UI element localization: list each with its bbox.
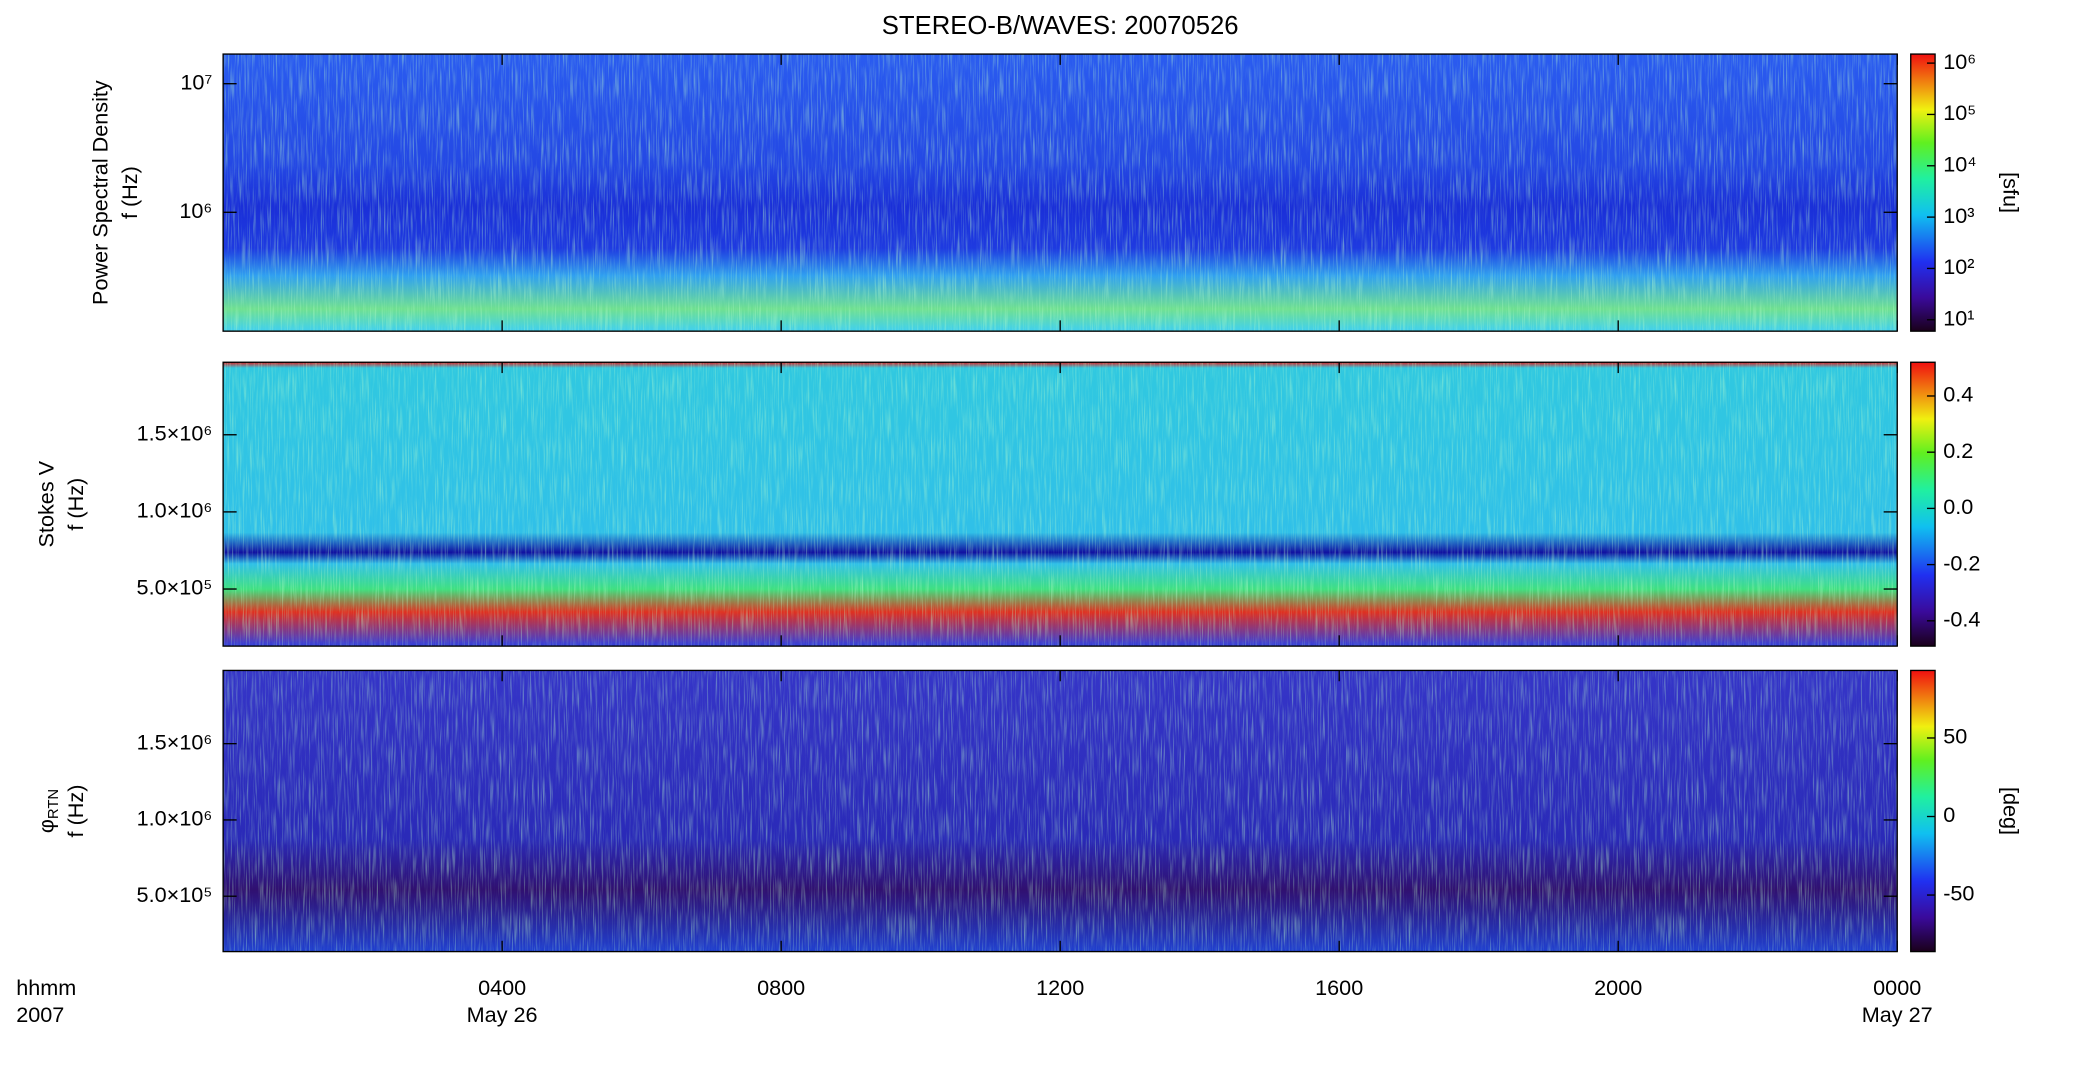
y-tick-label: 10⁶ [179,198,212,223]
colorbar [1910,54,1936,332]
y-tick-label: 1.0×10⁶ [137,806,213,831]
y-axis-label: Power Spectral Density [87,80,112,305]
colorbar-tick-label: 10³ [1943,203,1974,228]
colorbar [1910,670,1936,952]
y-axis-unit: f (Hz) [63,478,88,531]
x-date-label: May 27 [1862,1002,1933,1027]
colorbar-frame [1910,361,1936,647]
y-axis-label-text: Stokes V [33,460,58,547]
y-axis-unit: f (Hz) [63,785,88,838]
spectrogram-texture [223,54,1898,332]
colorbar-tick-label: 10¹ [1943,305,1974,330]
y-tick-label: 10⁷ [180,69,212,94]
y-axis-label-text: φ [33,819,58,833]
colorbar-frame [1910,53,1936,332]
x-tick-label: 0800 [757,975,805,1000]
y-axis-label: φRTN [33,789,62,833]
colorbar-tick-label: 10² [1943,254,1974,279]
x-axis-label: hhmm [16,975,76,1000]
colorbar-tick-label: 0.0 [1943,494,1973,519]
x-date-label: May 26 [467,1002,538,1027]
x-tick-label: 2000 [1594,975,1642,1000]
spectrogram-texture [223,670,1898,952]
x-tick-label: 0000 [1873,975,1921,1000]
y-axis-label-sub: RTN [46,789,62,819]
y-axis-unit: f (Hz) [117,166,142,219]
x-tick-label: 1200 [1036,975,1084,1000]
colorbar-tick-label: -0.2 [1943,550,1980,575]
x-tick-label: 0400 [478,975,526,1000]
x-tick-label: 1600 [1315,975,1363,1000]
colorbar-tick-label: 50 [1943,724,1967,749]
colorbar [1910,362,1936,647]
y-tick-label: 5.0×10⁵ [137,882,213,907]
spectrogram-texture [223,362,1898,647]
colorbar-label: [sfu] [1999,172,2024,213]
colorbar-tick-label: 10⁵ [1943,100,1976,125]
colorbar-tick-label: 10⁶ [1943,49,1976,74]
colorbar-tick-label: 10⁴ [1943,151,1976,176]
y-axis-label: Stokes V [33,460,58,547]
y-tick-label: 5.0×10⁵ [137,575,213,600]
colorbar-tick-label: -50 [1943,881,1974,906]
chart-title: STEREO-B/WAVES: 20070526 [882,12,1239,40]
colorbar-tick-label: 0 [1943,802,1955,827]
colorbar-label: [deg] [1999,787,2024,835]
x-year-label: 2007 [16,1002,64,1027]
colorbar-tick-label: -0.4 [1943,607,1980,632]
y-axis-label-text: Power Spectral Density [87,80,112,305]
colorbar-frame [1910,669,1936,953]
y-tick-label: 1.5×10⁶ [137,729,213,754]
colorbar-tick-label: 0.4 [1943,382,1973,407]
y-tick-label: 1.5×10⁶ [137,420,213,445]
colorbar-tick-label: 0.2 [1943,438,1973,463]
y-tick-label: 1.0×10⁶ [137,498,213,523]
